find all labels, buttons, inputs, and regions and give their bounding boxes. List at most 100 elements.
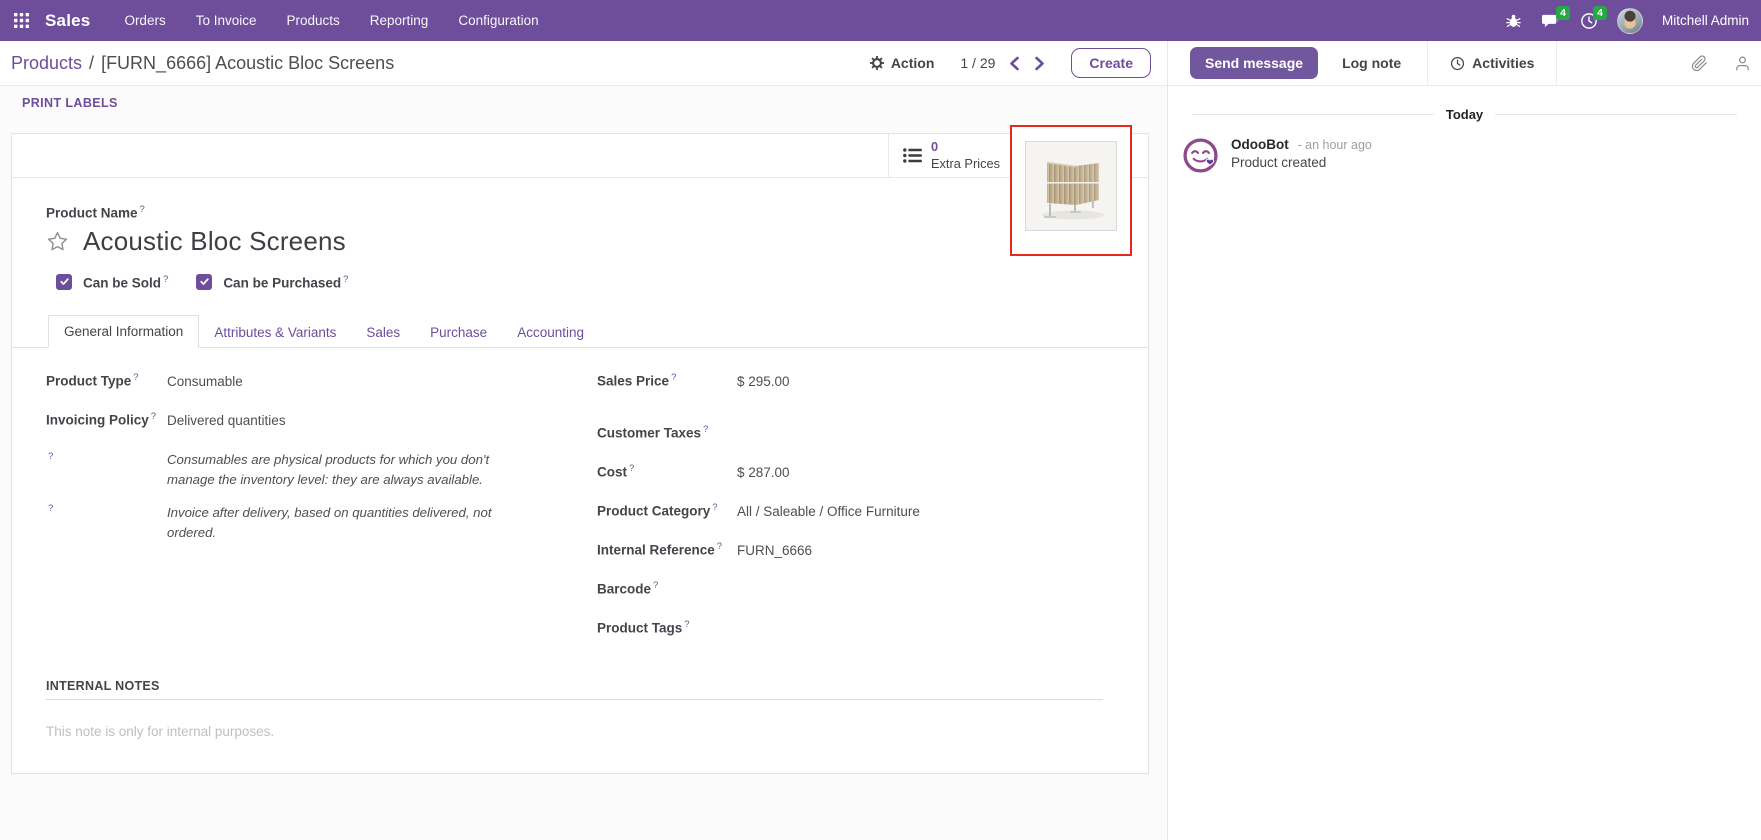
action-label: Action (890, 55, 935, 71)
help-mark[interactable]: ? (150, 411, 157, 422)
create-button[interactable]: Create (1071, 48, 1151, 78)
followers-icon[interactable] (1734, 55, 1751, 72)
help-mark[interactable]: ? (653, 580, 659, 591)
tab-purchase[interactable]: Purchase (430, 325, 488, 340)
message-author[interactable]: OdooBot (1231, 137, 1289, 152)
log-note-button[interactable]: Log note (1326, 48, 1417, 78)
internal-notes-header: INTERNAL NOTES (46, 679, 1103, 700)
invoicing-policy-help: ? Invoice after delivery, based on quant… (46, 503, 597, 544)
product-category-value[interactable]: All / Saleable / Office Furniture (737, 503, 920, 519)
cost-label: Cost? (597, 463, 635, 480)
sheet-background: 0 Extra Prices 27.00 Units Sold (0, 119, 1167, 840)
product-type-value[interactable]: Consumable (167, 373, 243, 389)
help-mark[interactable]: ? (133, 372, 139, 383)
date-divider-label: Today (1445, 107, 1484, 122)
pager-previous-icon[interactable] (1009, 56, 1020, 71)
tab-sales[interactable]: Sales (366, 325, 401, 340)
customer-taxes-label: Customer Taxes? (597, 424, 709, 441)
menu-reporting[interactable]: Reporting (369, 13, 429, 28)
menu-products[interactable]: Products (286, 13, 340, 28)
product-type-help-text: Consumables are physical products for wh… (167, 452, 490, 488)
help-mark[interactable]: ? (343, 273, 349, 285)
help-mark[interactable]: ? (684, 619, 690, 630)
help-mark[interactable]: ? (629, 463, 635, 474)
message-body: Product created (1231, 155, 1327, 170)
help-mark[interactable]: ? (671, 372, 677, 383)
tab-attributes-variants[interactable]: Attributes & Variants (214, 325, 337, 340)
breadcrumb: Products / [FURN_6666] Acoustic Bloc Scree… (11, 53, 394, 74)
activities-badge: 4 (1593, 5, 1607, 20)
help-mark[interactable]: ? (716, 541, 723, 552)
activities-clock-button[interactable]: 4 (1580, 5, 1607, 30)
list-icon (903, 147, 922, 164)
barcode-label: Barcode? (597, 580, 659, 597)
clock-icon (1450, 56, 1465, 71)
can-be-sold-checkbox[interactable] (56, 273, 72, 290)
favorite-star-icon[interactable] (46, 230, 69, 253)
help-mark[interactable]: ? (48, 503, 54, 515)
product-category-label: Product Category? (597, 502, 718, 519)
invoicing-policy-help-text: Invoice after delivery, based on quantit… (167, 504, 492, 541)
product-name-value[interactable]: Acoustic Bloc Screens (83, 225, 346, 256)
can-be-purchased-field: Can be Purchased? (196, 273, 349, 291)
sales-price-field: Sales Price? $ 295.00 (597, 372, 1114, 391)
product-tags-field: Product Tags? (597, 619, 1114, 638)
bug-icon[interactable] (1505, 12, 1522, 29)
barcode-field: Barcode? (597, 580, 1114, 599)
menu-configuration[interactable]: Configuration (458, 13, 539, 28)
messages-button[interactable]: 4 (1541, 5, 1570, 30)
help-mark[interactable]: ? (139, 204, 145, 215)
product-image-frame[interactable] (1010, 125, 1132, 256)
breadcrumb-separator: / (89, 52, 95, 73)
app-name[interactable]: Sales (45, 10, 91, 30)
product-image (1025, 141, 1117, 231)
form-view: Products / [FURN_6666] Acoustic Bloc Scree… (0, 41, 1167, 840)
apps-grid-icon[interactable] (14, 13, 29, 28)
tab-general-information[interactable]: General Information (48, 315, 200, 348)
pager-next-icon[interactable] (1034, 56, 1045, 71)
action-menu-button[interactable]: Action (869, 55, 935, 71)
product-type-field: Product Type? Consumable (46, 372, 597, 391)
product-type-label: Product Type? (46, 372, 139, 389)
can-be-purchased-checkbox[interactable] (196, 273, 213, 290)
help-mark[interactable]: ? (163, 273, 169, 285)
control-panel: Products / [FURN_6666] Acoustic Bloc Scree… (0, 41, 1167, 86)
extra-prices-stat-button[interactable]: 0 Extra Prices (888, 134, 1018, 177)
menu-orders[interactable]: Orders (124, 13, 166, 28)
top-navbar: Sales Orders To Invoice Products Reporti… (0, 0, 1761, 41)
gear-icon (869, 56, 884, 70)
can-be-sold-label: Can be Sold? (83, 273, 169, 291)
product-category-field: Product Category? All / Saleable / Offic… (597, 502, 1114, 521)
main-menu: Orders To Invoice Products Reporting Con… (124, 13, 538, 28)
help-mark[interactable]: ? (703, 424, 709, 435)
print-labels-button[interactable]: PRINT LABELS (22, 95, 118, 110)
user-avatar[interactable] (1616, 7, 1643, 34)
can-be-purchased-label: Can be Purchased? (223, 273, 349, 291)
extra-prices-label: Extra Prices (931, 155, 1000, 171)
user-name[interactable]: Mitchell Admin (1661, 13, 1749, 28)
internal-notes-input[interactable]: This note is only for internal purposes. (46, 724, 275, 739)
cost-value[interactable]: $ 287.00 (737, 464, 790, 480)
sales-price-value[interactable]: $ 295.00 (737, 373, 790, 389)
invoicing-policy-value[interactable]: Delivered quantities (167, 412, 286, 428)
notebook-tabs: General Information Attributes & Variant… (12, 314, 1148, 348)
stat-button-row: 0 Extra Prices 27.00 Units Sold (12, 134, 1148, 178)
extra-prices-count: 0 (931, 138, 939, 154)
message-timestamp: - an hour ago (1297, 138, 1372, 152)
activities-label: Activities (1472, 55, 1535, 71)
breadcrumb-products-link[interactable]: Products (11, 52, 83, 73)
customer-taxes-field: Customer Taxes? (597, 424, 1114, 443)
help-mark[interactable]: ? (712, 502, 718, 513)
date-divider: Today (1192, 107, 1738, 122)
schedule-activity-button[interactable]: Activities (1427, 41, 1558, 85)
tab-accounting[interactable]: Accounting (517, 325, 584, 340)
help-mark[interactable]: ? (48, 450, 54, 462)
invoicing-policy-label: Invoicing Policy? (46, 411, 157, 428)
attach-files-icon[interactable] (1691, 54, 1708, 72)
internal-reference-value[interactable]: FURN_6666 (737, 542, 813, 558)
internal-reference-label: Internal Reference? (597, 541, 723, 558)
product-form-sheet: 0 Extra Prices 27.00 Units Sold (11, 125, 1149, 774)
send-message-button[interactable]: Send message (1190, 47, 1319, 79)
menu-to-invoice[interactable]: To Invoice (195, 13, 257, 28)
